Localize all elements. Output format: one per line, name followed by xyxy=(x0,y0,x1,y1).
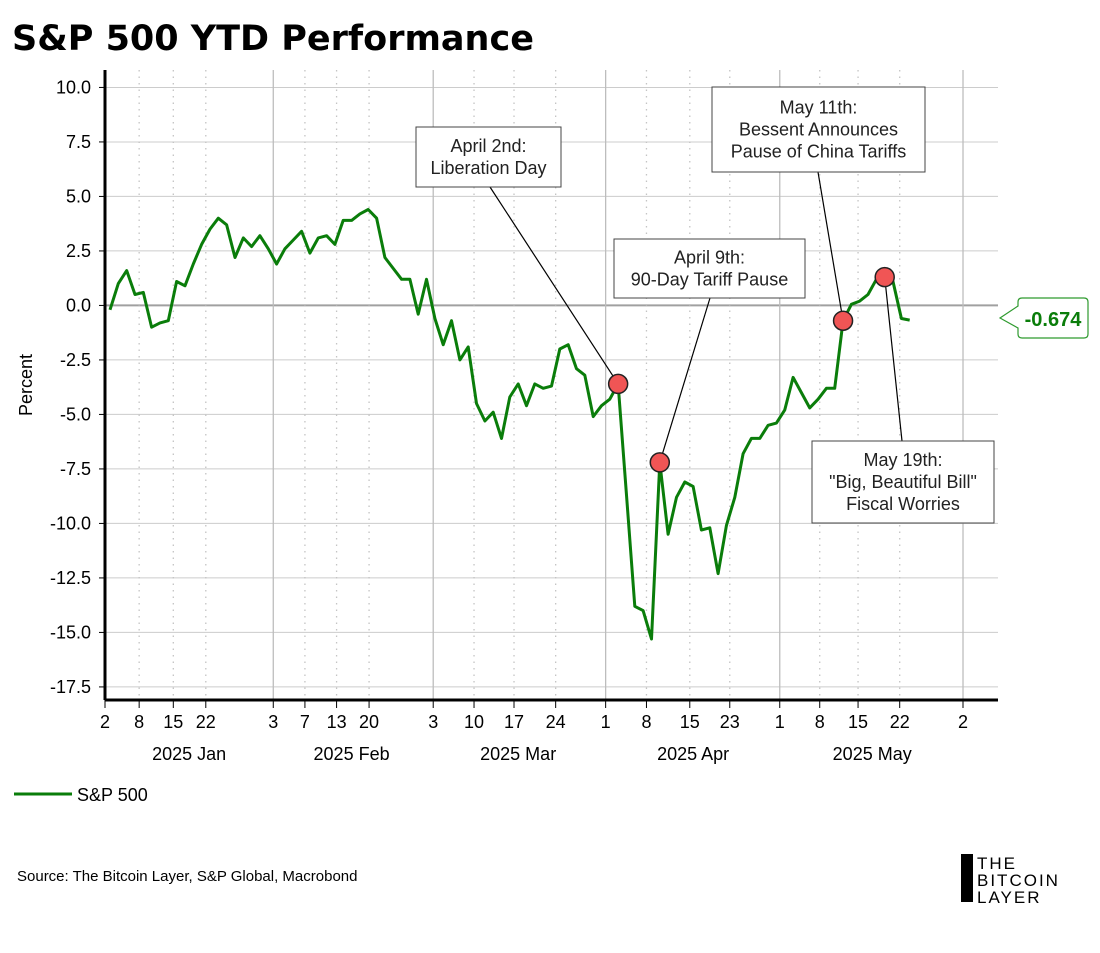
last-value-label: -0.674 xyxy=(1025,309,1083,331)
legend: S&P 500 xyxy=(14,785,148,805)
x-tick-label: 17 xyxy=(504,712,524,732)
x-month-label: 2025 Feb xyxy=(314,744,390,764)
y-tick-label: -7.5 xyxy=(60,459,91,479)
annotation-marker xyxy=(874,266,895,288)
x-month-label: 2025 Mar xyxy=(480,744,556,764)
annotation-text: May 11th: xyxy=(780,98,858,118)
annotation-boxes: April 2nd:Liberation Day April 9th:90-Day… xyxy=(415,86,995,524)
x-tick-label: 8 xyxy=(815,712,825,732)
x-tick-label: 3 xyxy=(268,712,278,732)
annotation-box-frame xyxy=(415,126,562,188)
y-tick-label: 10.0 xyxy=(56,77,91,97)
x-tick-label: 23 xyxy=(720,712,740,732)
x-tick-label: 2 xyxy=(100,712,110,732)
x-tick-label: 1 xyxy=(601,712,611,732)
x-tick-label: 15 xyxy=(680,712,700,732)
annotation-leader-line xyxy=(817,171,844,321)
last-value-callout: -0.674 xyxy=(998,297,1089,339)
y-tick-label: 2.5 xyxy=(66,241,91,261)
x-tick-label: 7 xyxy=(300,712,310,732)
y-tick-label: -5.0 xyxy=(60,404,91,424)
annotation-marker xyxy=(649,452,671,473)
annotation-box-frame xyxy=(613,238,806,299)
x-tick-label: 2 xyxy=(958,712,968,732)
annotation-box: April 9th:90-Day Tariff Pause xyxy=(613,238,806,299)
logo-line-2: BITCOIN xyxy=(977,871,1060,890)
y-tick-label: 7.5 xyxy=(66,132,91,152)
x-tick-label: 8 xyxy=(641,712,651,732)
annotation-leaders xyxy=(489,171,903,463)
annotation-box-frame xyxy=(711,86,926,173)
annotation-box: April 2nd:Liberation Day xyxy=(415,126,562,188)
annotation-text: Fiscal Worries xyxy=(846,494,960,514)
annotation-marker xyxy=(607,373,629,395)
chart-title: S&P 500 YTD Performance xyxy=(12,19,534,59)
x-tick-label: 22 xyxy=(890,712,910,732)
annotation-leader-line xyxy=(489,186,619,385)
x-month-label: 2025 May xyxy=(833,744,912,764)
annotation-markers xyxy=(607,266,895,473)
x-tick-label: 10 xyxy=(464,712,484,732)
annotation-text: May 19th: xyxy=(863,450,942,470)
x-month-label: 2025 Apr xyxy=(657,744,729,764)
annotation-leader-line xyxy=(659,297,711,463)
annotation-marker xyxy=(832,310,854,331)
y-tick-label: -10.0 xyxy=(50,513,91,533)
x-tick-label: 8 xyxy=(134,712,144,732)
y-tick-label: 0.0 xyxy=(66,295,91,315)
x-tick-label: 24 xyxy=(546,712,566,732)
y-tick-label: -2.5 xyxy=(60,350,91,370)
x-tick-label: 3 xyxy=(428,712,438,732)
logo-line-3: LAYER xyxy=(977,888,1042,907)
x-month-label: 2025 Jan xyxy=(152,744,226,764)
x-tick-label: 15 xyxy=(848,712,868,732)
annotation-text: April 9th: xyxy=(674,248,745,268)
x-tick-label: 13 xyxy=(327,712,347,732)
x-tick-label: 15 xyxy=(163,712,183,732)
axes: 10.0 7.5 5.0 2.5 0.0 -2.5 -5.0 -7.5 -10.0 -12.5 -1… xyxy=(50,70,998,764)
y-tick-label: -17.5 xyxy=(50,677,91,697)
source-note: Source: The Bitcoin Layer, S&P Global, M… xyxy=(17,868,357,885)
annotation-box-frame xyxy=(811,440,995,524)
y-axis-label: Percent xyxy=(16,354,36,416)
y-tick-label: -15.0 xyxy=(50,622,91,642)
annotation-text: 90-Day Tariff Pause xyxy=(631,270,788,290)
logo-line-1: THE xyxy=(977,854,1017,873)
series-line-sp500 xyxy=(108,208,910,641)
legend-label: S&P 500 xyxy=(77,785,148,805)
y-tick-label: -12.5 xyxy=(50,568,91,588)
annotation-text: "Big, Beautiful Bill" xyxy=(829,472,977,492)
annotation-leader-line xyxy=(884,277,903,442)
annotation-text: Liberation Day xyxy=(430,158,546,178)
annotation-text: April 2nd: xyxy=(450,136,526,156)
brand-logo: THE BITCOIN LAYER xyxy=(961,854,1060,907)
annotation-text: Pause of China Tariffs xyxy=(731,142,906,162)
y-tick-label: 5.0 xyxy=(66,186,91,206)
x-tick-label: 20 xyxy=(359,712,379,732)
x-tick-label: 1 xyxy=(775,712,785,732)
x-tick-label: 22 xyxy=(196,712,216,732)
annotation-box: May 19th:"Big, Beautiful Bill"Fiscal Wor… xyxy=(811,440,995,524)
annotation-text: Bessent Announces xyxy=(739,120,898,140)
